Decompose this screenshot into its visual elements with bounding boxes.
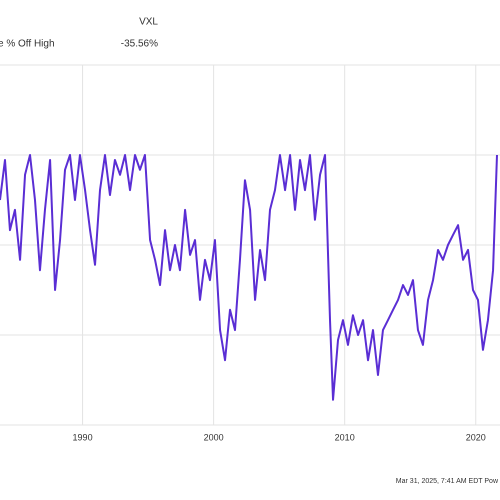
metric-label: e % Off High <box>0 39 55 50</box>
footer: Mar 31, 2025, 7:41 AM EDT Pow <box>396 478 499 485</box>
series-name: VXL <box>139 17 158 28</box>
current-value: -35.56% <box>121 39 158 50</box>
x-tick-label: 1990 <box>73 432 93 442</box>
x-tick-label: 2010 <box>335 432 355 442</box>
data-line <box>0 154 498 401</box>
x-tick-label: 2020 <box>466 432 486 442</box>
x-tick-label: 2000 <box>204 432 224 442</box>
